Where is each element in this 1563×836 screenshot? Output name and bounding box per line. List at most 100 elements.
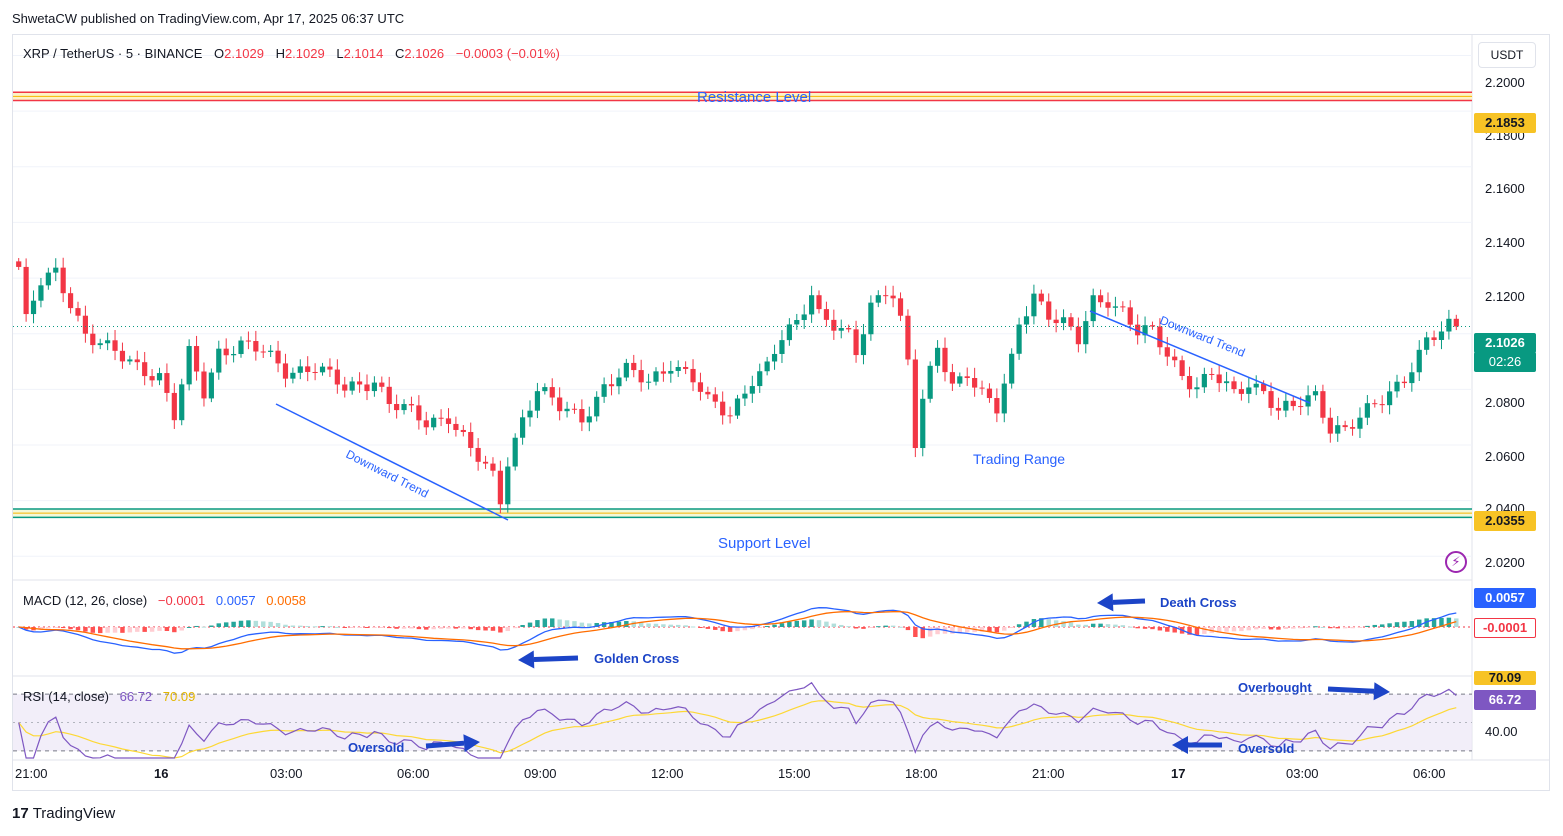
candle-body [445, 418, 452, 424]
macd-title[interactable]: MACD (12, 26, close) [23, 593, 148, 608]
rsi-legend[interactable]: RSI (14, close) 66.72 70.09 [23, 689, 202, 704]
macd-histogram-bar [1239, 627, 1244, 632]
macd-histogram-bar [927, 627, 933, 637]
macd-histogram-bar [120, 627, 125, 633]
oversold-arrow-1-head [463, 734, 480, 753]
candle-body [1060, 317, 1067, 324]
macd-histogram-bar [46, 627, 51, 629]
candle-body [371, 382, 377, 392]
rsi-line [18, 681, 1457, 759]
macd-histogram-bar [1439, 617, 1444, 627]
macd-histogram-bar [127, 627, 133, 633]
candle-body [994, 398, 1000, 414]
macd-histogram-bar [1372, 624, 1378, 627]
candle-body [1016, 324, 1022, 354]
golden-cross-label: Golden Cross [594, 651, 680, 666]
candle-body [1394, 381, 1400, 392]
macd-line [18, 607, 1457, 654]
macd-histogram-bar [1231, 627, 1237, 632]
macd-histogram-bar [349, 627, 355, 628]
macd-histogram-bar [557, 619, 562, 627]
symbol-legend[interactable]: XRP / TetherUS · 5 · BINANCE O2.1029 H2.… [23, 46, 560, 61]
candle-body [1446, 318, 1452, 332]
macd-histogram-bar [1246, 627, 1252, 631]
candle-body [149, 376, 155, 381]
candle-body [757, 371, 763, 387]
candle-body [1127, 307, 1133, 325]
candle-body [193, 346, 200, 372]
candle-body [438, 417, 444, 419]
candle-body [1357, 417, 1363, 429]
macd-histogram-bar [327, 626, 333, 628]
rsi-title[interactable]: RSI (14, close) [23, 689, 109, 704]
macd-histogram-bar [149, 627, 155, 632]
macd-histogram-bar [564, 620, 570, 627]
macd-histogram-bar [1261, 627, 1266, 629]
tradingview-logo[interactable]: 17 TradingView [12, 805, 115, 822]
low-label: L [336, 46, 344, 61]
macd-histogram-bar [809, 619, 814, 627]
candle-body [638, 370, 644, 383]
macd-histogram-bar [1379, 624, 1385, 627]
macd-histogram-bar [935, 627, 940, 635]
candle-body [90, 333, 96, 346]
candle-body [112, 340, 118, 351]
candle-body [809, 295, 815, 315]
candle-body [216, 348, 222, 373]
time-tick: 03:00 [270, 766, 303, 781]
candle-body [1298, 406, 1304, 408]
macd-histogram-bar [772, 624, 777, 627]
macd-histogram-bar [379, 627, 385, 628]
candle-body [1001, 383, 1007, 414]
candle-body [912, 359, 918, 449]
candle-body [475, 447, 481, 462]
rsi-ma-line [18, 700, 1457, 759]
candle-body [1149, 325, 1156, 327]
macd-histogram-bar [1135, 627, 1140, 629]
candle-body [364, 384, 370, 392]
macd-histogram-bar [223, 622, 229, 627]
candle-body [786, 324, 792, 341]
macd-histogram-bar [646, 623, 651, 627]
golden-cross-arrow [533, 655, 579, 662]
macd-legend[interactable]: MACD (12, 26, close) −0.0001 0.0057 0.00… [23, 593, 313, 608]
candle-body [231, 354, 237, 356]
macd-histogram-bar [727, 627, 733, 632]
candle-body [305, 366, 311, 372]
macd-histogram-bar [290, 625, 296, 627]
open-value: 2.1029 [224, 46, 264, 61]
death-cross-arrow-head [1097, 593, 1114, 612]
candle-body [1209, 373, 1215, 375]
candle-body [1431, 337, 1437, 340]
candle-body [334, 369, 340, 385]
candle-body [1268, 391, 1274, 408]
candle-body [1379, 404, 1385, 406]
macd-histogram-bar [364, 627, 370, 628]
candle-body [690, 368, 696, 383]
candle-body [238, 340, 244, 355]
macd-histogram-bar [157, 627, 162, 631]
currency-button[interactable]: USDT [1478, 42, 1536, 68]
candle-body [1201, 373, 1207, 388]
candle-body [1046, 301, 1052, 320]
symbol-name[interactable]: XRP / TetherUS · 5 · BINANCE [23, 46, 203, 61]
candle-body [734, 398, 741, 416]
macd-histogram-bar [705, 627, 711, 629]
macd-histogram-bar [994, 627, 1000, 633]
candle-body [1438, 331, 1445, 340]
oversold-arrow-2-head [1172, 736, 1188, 754]
macd-histogram-bar [1342, 627, 1348, 629]
golden-cross-arrow-head [518, 650, 535, 669]
downtrend-line-1 [275, 403, 509, 521]
macd-histogram-bar [1350, 627, 1355, 629]
macd-histogram-bar [616, 621, 622, 627]
candle-body [571, 408, 578, 410]
low-value: 2.1014 [343, 46, 384, 61]
flash-icon[interactable]: ⚡ [1445, 551, 1467, 573]
macd-histogram-bar [23, 627, 29, 630]
macd-histogram-bar [675, 624, 681, 627]
macd-histogram-bar [794, 620, 800, 627]
candle-body [208, 372, 214, 399]
publisher-line: ShwetaCW published on TradingView.com, A… [12, 11, 405, 26]
